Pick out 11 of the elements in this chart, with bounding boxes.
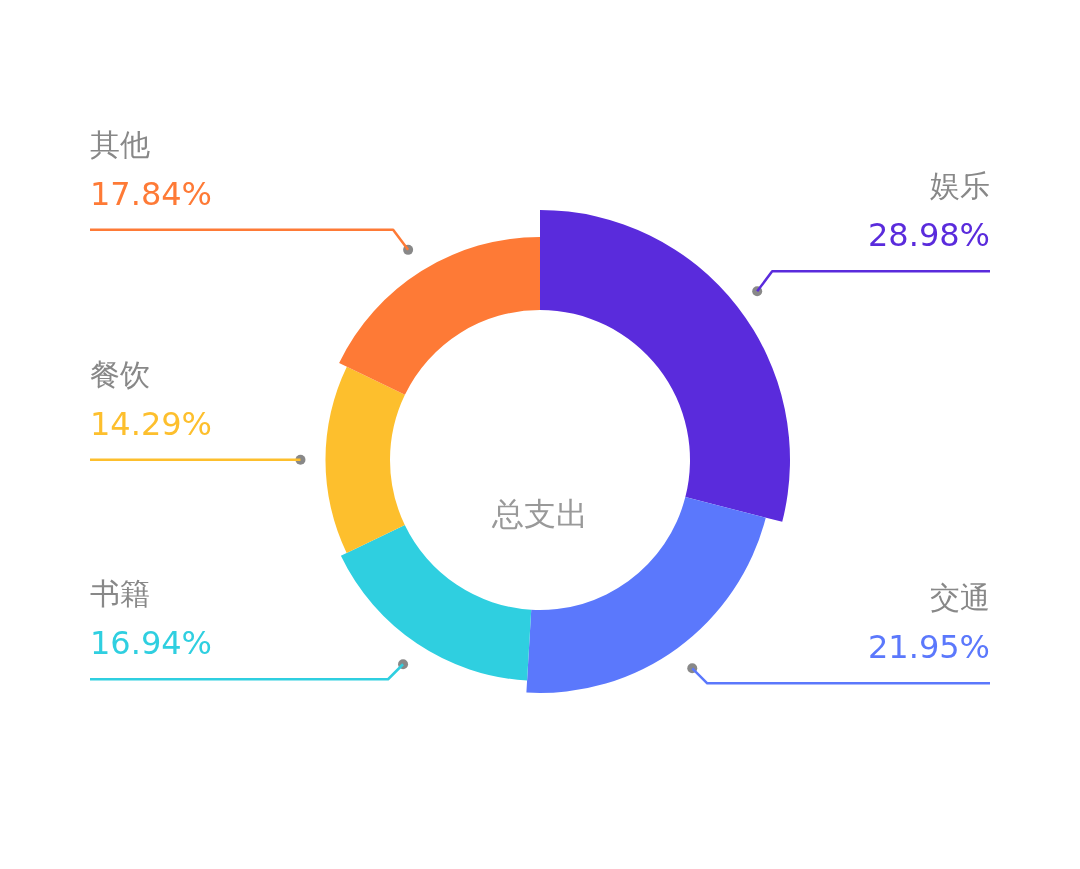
slice-label: 其他 (90, 126, 150, 162)
data-label: 14.29% (90, 404, 213, 443)
data-label: 17.84% (90, 174, 213, 213)
slice-label: 交通 (930, 580, 990, 616)
data-label: 16.94% (90, 624, 213, 663)
data-label: 28.98% (867, 216, 990, 255)
slice-label: 餐饮 (90, 356, 150, 392)
slice-label: 书籍 (90, 576, 150, 612)
slice-label: 娱乐 (930, 168, 990, 204)
text: 总支出 (491, 495, 588, 533)
data-label: 21.95% (867, 628, 990, 667)
